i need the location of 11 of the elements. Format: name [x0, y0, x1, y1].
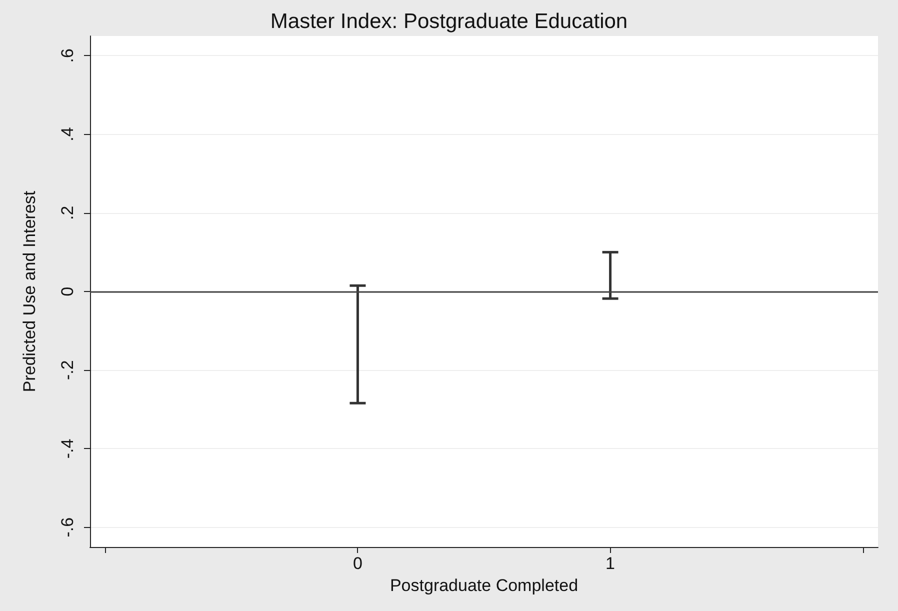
- y-tick-label: -.2: [58, 360, 77, 380]
- y-tick-label: 0: [58, 286, 77, 296]
- y-tick-label: .2: [58, 206, 77, 220]
- y-tick-label: -.4: [58, 438, 77, 459]
- chart-title: Master Index: Postgraduate Education: [270, 10, 628, 33]
- y-axis-title: Predicted Use and Interest: [20, 190, 39, 392]
- x-tick-label: 1: [606, 554, 616, 573]
- y-tick-label: .6: [58, 48, 77, 63]
- y-tick-label: .4: [58, 127, 77, 142]
- y-tick-label: -.6: [58, 517, 77, 538]
- x-axis-title: Postgraduate Completed: [390, 576, 578, 595]
